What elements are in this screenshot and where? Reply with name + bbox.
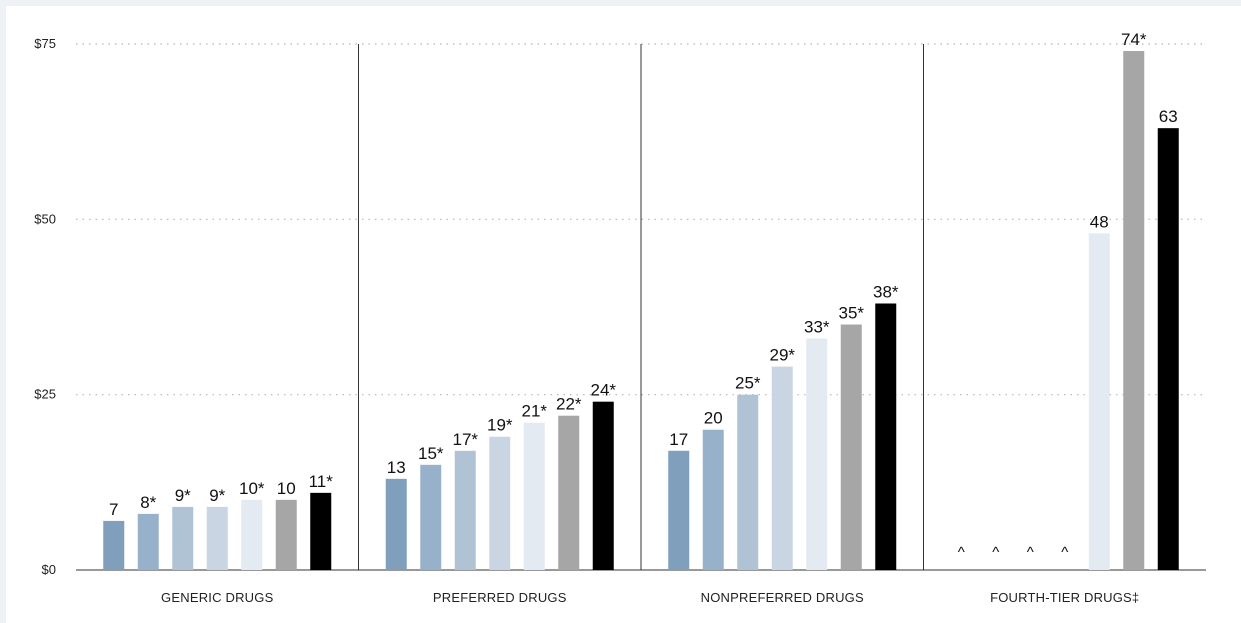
data-label-2-2: 25*	[735, 374, 761, 393]
data-label-0-4: 10*	[239, 479, 265, 498]
data-label-3-4: 48	[1090, 212, 1109, 231]
bar-0-5	[275, 499, 297, 570]
bar-0-1	[137, 513, 159, 570]
bar-1-6	[592, 401, 614, 570]
data-label-1-4: 21*	[521, 402, 547, 421]
missing-marker-3-0: ^	[958, 544, 965, 561]
bar-3-6	[1157, 128, 1179, 570]
missing-marker-3-1: ^	[992, 544, 999, 561]
missing-marker-3-3: ^	[1061, 544, 1068, 561]
y-tick-label-0: $0	[42, 562, 56, 577]
data-label-2-1: 20	[704, 409, 723, 428]
data-label-3-6: 63	[1159, 107, 1178, 126]
bar-2-3	[771, 366, 793, 570]
bar-2-2	[737, 394, 759, 570]
bar-2-0	[668, 450, 690, 570]
data-label-1-0: 13	[387, 458, 406, 477]
bar-0-6	[310, 492, 332, 570]
y-tick-label-25: $25	[34, 387, 56, 402]
data-label-3-5: 74*	[1121, 30, 1147, 49]
data-label-2-6: 38*	[873, 282, 899, 301]
bar-chart: $0 $25 $50 $75 7 8* 9* 9* 10* 10 11* GENERIC DRUGS 1…	[34, 30, 1206, 605]
bar-2-6	[875, 303, 897, 570]
data-label-1-6: 24*	[590, 381, 616, 400]
bar-1-2	[454, 450, 476, 570]
bar-2-4	[806, 338, 828, 570]
bar-0-2	[172, 506, 194, 570]
bar-2-1	[702, 429, 724, 570]
bar-0-4	[241, 499, 263, 570]
data-label-1-1: 15*	[418, 444, 444, 463]
bar-1-3	[489, 436, 511, 570]
bar-3-4	[1088, 233, 1110, 571]
data-label-2-3: 29*	[769, 346, 795, 365]
bar-0-0	[103, 520, 125, 570]
bar-2-5	[840, 324, 862, 570]
data-label-1-5: 22*	[556, 395, 582, 414]
category-label-0: GENERIC DRUGS	[161, 590, 274, 605]
bar-1-5	[558, 415, 580, 570]
data-label-0-1: 8*	[140, 493, 156, 512]
data-label-0-5: 10	[277, 479, 296, 498]
bar-1-4	[523, 422, 545, 570]
data-label-0-0: 7	[109, 500, 118, 519]
bar-0-3	[206, 506, 228, 570]
data-label-2-4: 33*	[804, 318, 830, 337]
y-tick-label-75: $75	[34, 36, 56, 51]
category-label-1: PREFERRED DRUGS	[433, 590, 567, 605]
data-label-0-2: 9*	[175, 486, 191, 505]
data-label-0-3: 9*	[209, 486, 225, 505]
category-label-2: NONPREFERRED DRUGS	[701, 590, 864, 605]
chart-panel: $0 $25 $50 $75 7 8* 9* 9* 10* 10 11* GENERIC DRUGS 1…	[6, 6, 1241, 623]
data-label-2-0: 17	[669, 430, 688, 449]
data-label-1-2: 17*	[452, 430, 478, 449]
data-label-2-5: 35*	[838, 304, 864, 323]
data-label-1-3: 19*	[487, 416, 513, 435]
bar-1-1	[420, 464, 442, 570]
data-label-0-6: 11*	[309, 472, 334, 491]
category-label-3: FOURTH-TIER DRUGS‡	[990, 590, 1139, 605]
bar-1-0	[385, 478, 407, 570]
y-tick-label-50: $50	[34, 211, 56, 226]
missing-marker-3-2: ^	[1027, 544, 1034, 561]
bar-3-5	[1123, 51, 1145, 571]
